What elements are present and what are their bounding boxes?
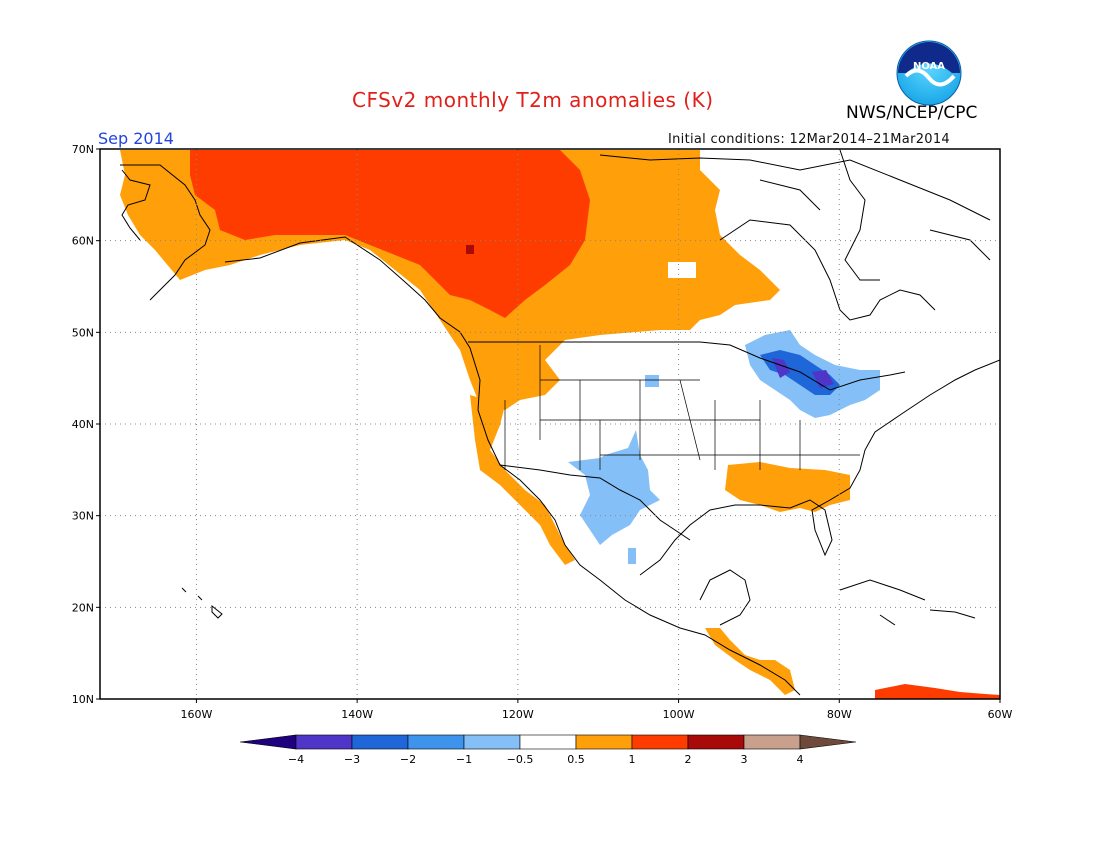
- lon-label: 140W: [341, 708, 373, 721]
- noaa-logo: NOAA: [896, 40, 962, 106]
- latitude-labels: 70N 60N 50N 40N 30N 20N 10N: [72, 143, 100, 706]
- colorbar-bin: [743, 734, 801, 750]
- colorbar: −4 −3 −2 −1 −0.5 0.5 1 2 3 4: [239, 734, 857, 766]
- colorbar-bin: [519, 734, 577, 750]
- lat-label: 20N: [72, 601, 94, 614]
- lat-label: 70N: [72, 143, 94, 156]
- border-us-canada: [468, 341, 906, 391]
- coast-yucatan: [699, 569, 751, 626]
- colorbar-bin: [463, 734, 521, 750]
- coast-pacific: [224, 236, 801, 696]
- lat-label: 50N: [72, 326, 94, 339]
- colorbar-bin: [351, 734, 409, 750]
- anomaly-southwest: [568, 430, 660, 545]
- colorbar-tick-label: 2: [685, 753, 692, 766]
- colorbar-bin: [295, 734, 353, 750]
- colorbar-tick-label: −1: [456, 753, 472, 766]
- colorbar-bin: [631, 734, 689, 750]
- coast-gulf: [639, 359, 1000, 576]
- lat-label: 10N: [72, 693, 94, 706]
- lat-label: 30N: [72, 510, 94, 523]
- colorbar-tick-label: −4: [288, 753, 304, 766]
- lat-label: 40N: [72, 418, 94, 431]
- border-us-mexico: [499, 464, 691, 541]
- coastlines: [120, 149, 1000, 696]
- lon-label: 60W: [988, 708, 1013, 721]
- coast-alaska: [120, 164, 211, 301]
- noaa-logo-text: NOAA: [913, 61, 945, 72]
- anomaly-southeast: [725, 462, 850, 512]
- lon-label: 120W: [502, 708, 534, 721]
- valid-month-label: Sep 2014: [98, 129, 174, 148]
- colorbar-bin: [575, 734, 633, 750]
- anomaly-mexico-spot: [628, 548, 636, 564]
- anomaly-central-america: [705, 628, 795, 695]
- colorbar-tick-label: −0.5: [507, 753, 534, 766]
- colorbar-tick-label: 4: [797, 753, 804, 766]
- agency-label: NWS/NCEP/CPC: [846, 103, 978, 123]
- colorbar-arrow-low: [239, 734, 297, 750]
- anomaly-plains-spot: [645, 375, 659, 387]
- colorbar-tick-label: −3: [344, 753, 360, 766]
- lat-label: 60N: [72, 235, 94, 248]
- anomaly-gap: [668, 262, 696, 278]
- coast-arctic: [599, 154, 991, 261]
- colorbar-arrow-high: [799, 734, 857, 750]
- initial-conditions-label: Initial conditions: 12Mar2014–21Mar2014: [668, 132, 951, 147]
- longitude-labels: 160W 140W 120W 100W 80W 60W: [180, 699, 1013, 721]
- anomaly-west-coast: [470, 395, 575, 565]
- coast-caribbean: [839, 579, 976, 626]
- graticule: [100, 149, 1000, 699]
- colorbar-tick-label: 1: [629, 753, 636, 766]
- colorbar-bin: [407, 734, 465, 750]
- coast-hudson: [719, 149, 936, 321]
- anomaly-south-america: [875, 684, 1000, 699]
- lon-label: 160W: [180, 708, 212, 721]
- anomaly-great-lakes-core: [772, 358, 834, 388]
- colorbar-bin: [687, 734, 745, 750]
- lon-label: 80W: [827, 708, 852, 721]
- chart-title: CFSv2 monthly T2m anomalies (K): [352, 88, 714, 112]
- colorbar-tick-label: 0.5: [567, 753, 585, 766]
- anomaly-interior-alaska: [190, 150, 590, 318]
- colorbar-tick-label: 3: [741, 753, 748, 766]
- colorbar-tick-label: −2: [400, 753, 416, 766]
- coast-hawaii: [181, 587, 223, 619]
- lon-label: 100W: [663, 708, 695, 721]
- state-lines: [504, 345, 860, 470]
- anomaly-hotspot: [466, 245, 474, 254]
